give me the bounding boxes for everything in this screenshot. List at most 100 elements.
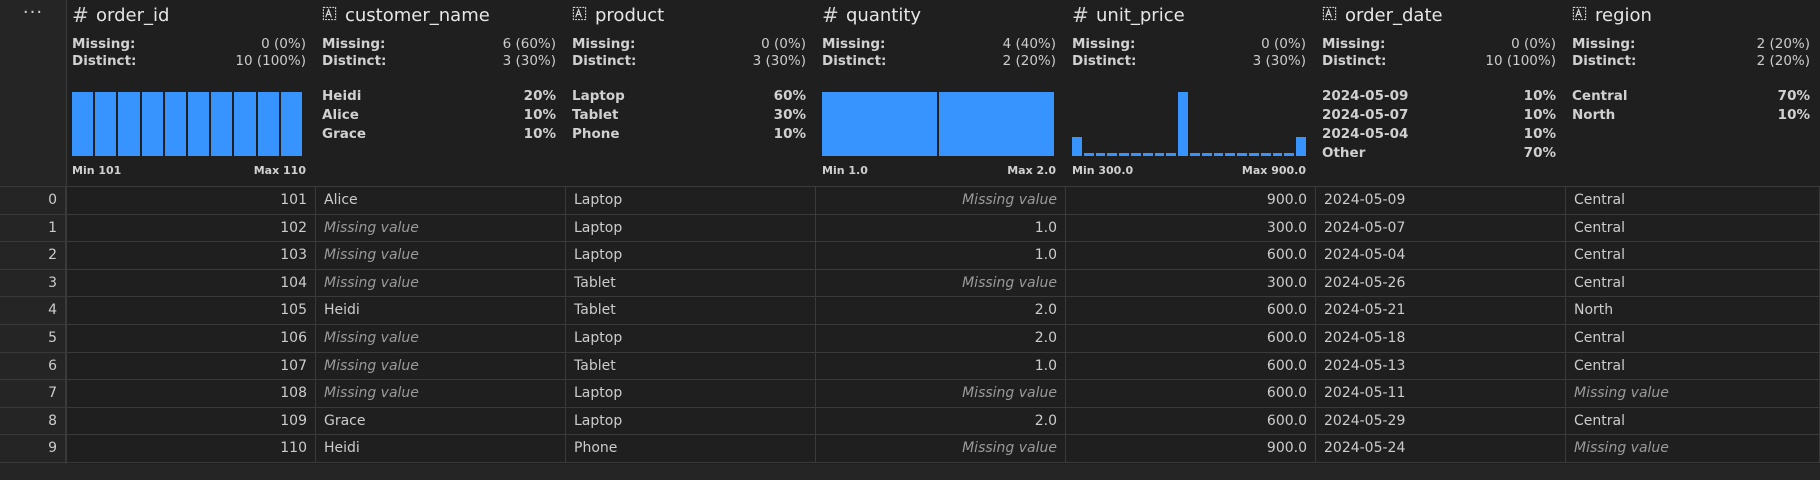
cell-quantity[interactable]: Missing value (816, 435, 1066, 463)
cell-quantity[interactable]: Missing value (816, 187, 1066, 215)
cell-order_date[interactable]: 2024-05-26 (1316, 269, 1566, 298)
cell-unit_price[interactable]: 600.0 (1066, 407, 1316, 436)
cell-customer_name[interactable]: Missing value (316, 214, 566, 243)
column-header-region[interactable]: region Missing: 2 (20%) Distinct: 2 (20%) Cen… (1566, 0, 1820, 186)
cell-order_id[interactable]: 104 (66, 269, 316, 298)
histogram-bar[interactable] (1178, 92, 1188, 156)
cell-order_id[interactable]: 101 (66, 187, 316, 215)
histogram-bar[interactable] (164, 92, 186, 156)
histogram-bar[interactable] (234, 92, 256, 156)
histogram-bar[interactable] (1201, 152, 1212, 156)
cell-order_id[interactable]: 110 (66, 435, 316, 463)
cell-order_id[interactable]: 102 (66, 214, 316, 243)
cell-customer_name[interactable]: Heidi (316, 435, 566, 463)
cell-product[interactable]: Laptop (566, 380, 816, 408)
table-row[interactable]: 2 103 Missing value Laptop 1.0 600.0 2024-05-0… (0, 242, 1820, 270)
cell-product[interactable]: Phone (566, 435, 816, 463)
cell-product[interactable]: Laptop (566, 242, 816, 270)
cell-order_id[interactable]: 108 (66, 380, 316, 408)
histogram-bar[interactable] (1237, 152, 1247, 156)
more-options-icon[interactable]: ··· (22, 2, 44, 23)
cell-quantity[interactable]: Missing value (816, 269, 1066, 298)
cell-quantity[interactable]: 2.0 (816, 297, 1066, 325)
cell-region[interactable]: Central (1566, 242, 1820, 270)
column-header-customer_name[interactable]: customer_name Missing: 6 (60%) Distinct: 3 (… (316, 0, 566, 186)
histogram-bar[interactable] (188, 92, 210, 156)
cell-order_id[interactable]: 109 (66, 407, 316, 436)
cell-product[interactable]: Laptop (566, 407, 816, 436)
cell-unit_price[interactable]: 600.0 (1066, 242, 1316, 270)
cell-region[interactable]: Central (1566, 269, 1820, 298)
histogram-bar[interactable] (1260, 152, 1271, 156)
histogram-bar[interactable] (1131, 152, 1141, 156)
table-row[interactable]: 3 104 Missing value Tablet Missing value 300.… (0, 269, 1820, 298)
cell-order_date[interactable]: 2024-05-13 (1316, 352, 1566, 381)
column-title[interactable]: # order_id (72, 2, 169, 28)
cell-order_date[interactable]: 2024-05-29 (1316, 407, 1566, 436)
cell-product[interactable]: Laptop (566, 187, 816, 215)
histogram-bar[interactable] (1154, 152, 1165, 156)
cell-customer_name[interactable]: Missing value (316, 380, 566, 408)
cell-region[interactable]: Central (1566, 214, 1820, 243)
column-header-order_date[interactable]: order_date Missing: 0 (0%) Distinct: 10 (100… (1316, 0, 1566, 186)
cell-quantity[interactable]: Missing value (816, 380, 1066, 408)
cell-quantity[interactable]: 2.0 (816, 407, 1066, 436)
histogram-bar[interactable] (141, 92, 163, 156)
cell-order_date[interactable]: 2024-05-21 (1316, 297, 1566, 325)
cell-quantity[interactable]: 1.0 (816, 242, 1066, 270)
cell-region[interactable]: Central (1566, 187, 1820, 215)
cell-unit_price[interactable]: 300.0 (1066, 214, 1316, 243)
histogram-bar[interactable] (1225, 152, 1236, 156)
cell-customer_name[interactable]: Missing value (316, 242, 566, 270)
histogram-bar[interactable] (1190, 152, 1200, 156)
cell-customer_name[interactable]: Grace (316, 407, 566, 436)
cell-order_date[interactable]: 2024-05-04 (1316, 242, 1566, 270)
histogram-bar[interactable] (95, 92, 117, 156)
column-header-quantity[interactable]: # quantity Missing: 4 (40%) Distinct: 2 (20%)… (816, 0, 1066, 186)
table-row[interactable]: 0 101 Alice Laptop Missing value 900.0 2024-05… (0, 187, 1820, 215)
cell-customer_name[interactable]: Missing value (316, 269, 566, 298)
histogram-bar[interactable] (1095, 152, 1106, 156)
table-row[interactable]: 5 106 Missing value Laptop 2.0 600.0 2024-05-1… (0, 325, 1820, 353)
cell-order_date[interactable]: 2024-05-07 (1316, 214, 1566, 243)
histogram-bar[interactable] (1166, 152, 1177, 156)
cell-unit_price[interactable]: 600.0 (1066, 352, 1316, 381)
histogram-bar[interactable] (1249, 152, 1259, 156)
cell-unit_price[interactable]: 300.0 (1066, 269, 1316, 298)
histogram-bar[interactable] (257, 92, 279, 156)
histogram-bar[interactable] (1213, 152, 1224, 156)
cell-order_id[interactable]: 106 (66, 325, 316, 353)
column-title[interactable]: order_date (1322, 2, 1443, 28)
cell-quantity[interactable]: 1.0 (816, 214, 1066, 243)
table-row[interactable]: 1 102 Missing value Laptop 1.0 300.0 2024-05-0… (0, 214, 1820, 243)
cell-order_date[interactable]: 2024-05-11 (1316, 380, 1566, 408)
cell-customer_name[interactable]: Alice (316, 187, 566, 215)
cell-order_id[interactable]: 105 (66, 297, 316, 325)
histogram-bar[interactable] (1272, 152, 1283, 156)
column-title[interactable]: # quantity (822, 2, 921, 28)
column-title[interactable]: product (572, 2, 664, 28)
cell-product[interactable]: Tablet (566, 269, 816, 298)
cell-order_date[interactable]: 2024-05-18 (1316, 325, 1566, 353)
cell-unit_price[interactable]: 600.0 (1066, 297, 1316, 325)
cell-product[interactable]: Laptop (566, 214, 816, 243)
histogram-bar[interactable] (1284, 152, 1295, 156)
cell-order_id[interactable]: 103 (66, 242, 316, 270)
cell-order_id[interactable]: 107 (66, 352, 316, 381)
table-row[interactable]: 8 109 Grace Laptop 2.0 600.0 2024-05-29 Central (0, 407, 1820, 436)
cell-quantity[interactable]: 2.0 (816, 325, 1066, 353)
table-row[interactable]: 7 108 Missing value Laptop Missing value 600.… (0, 380, 1820, 408)
table-row[interactable]: 9 110 Heidi Phone Missing value 900.0 2024-05-… (0, 435, 1820, 463)
cell-order_date[interactable]: 2024-05-24 (1316, 435, 1566, 463)
cell-quantity[interactable]: 1.0 (816, 352, 1066, 381)
histogram-bar[interactable] (939, 92, 1054, 156)
cell-product[interactable]: Tablet (566, 297, 816, 325)
cell-unit_price[interactable]: 600.0 (1066, 325, 1316, 353)
column-header-unit_price[interactable]: # unit_price Missing: 0 (0%) Distinct: 3 (30%… (1066, 0, 1316, 186)
cell-unit_price[interactable]: 900.0 (1066, 435, 1316, 463)
cell-unit_price[interactable]: 600.0 (1066, 380, 1316, 408)
histogram-bar[interactable] (1296, 136, 1306, 156)
cell-unit_price[interactable]: 900.0 (1066, 187, 1316, 215)
histogram-bar[interactable] (280, 92, 302, 156)
cell-region[interactable]: Central (1566, 325, 1820, 353)
